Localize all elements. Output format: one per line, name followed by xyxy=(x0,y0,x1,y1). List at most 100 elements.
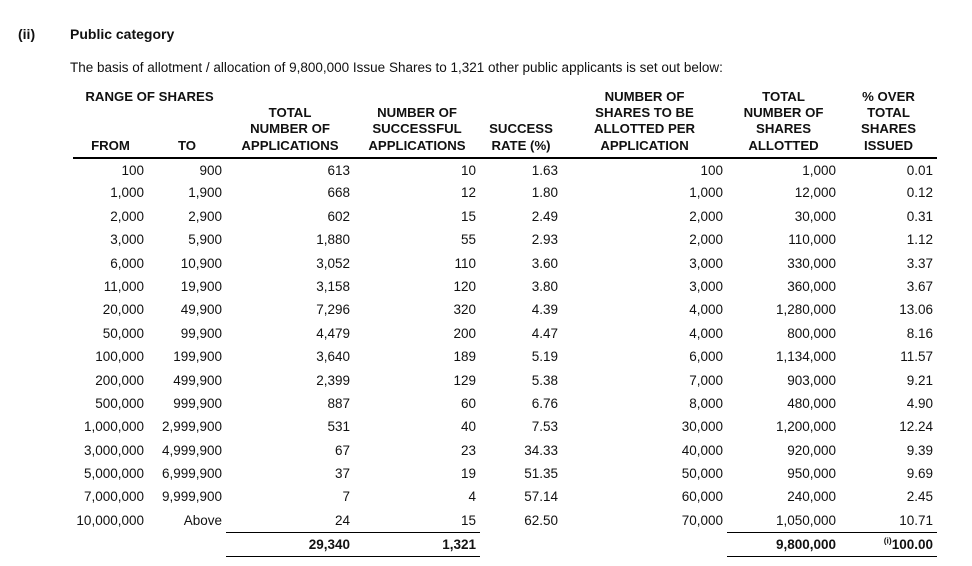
table-cell: 999,900 xyxy=(173,395,223,411)
table-cell: 55 xyxy=(460,232,477,248)
table-cell: 40,000 xyxy=(681,442,724,458)
table-cell: 6,999,900 xyxy=(161,466,223,482)
table-cell: 7,000,000 xyxy=(83,489,144,505)
table-cell: 2.45 xyxy=(906,489,934,505)
table-cell: 3,000 xyxy=(689,255,724,271)
table-cell: 499,900 xyxy=(173,372,223,388)
table-cell: 3.60 xyxy=(531,255,559,271)
table-cell: 19 xyxy=(460,466,477,482)
table-header: RANGE OF SHARES TOTAL NUMBER OF APPLICAT… xyxy=(73,89,938,159)
table-cell: 950,000 xyxy=(787,466,837,482)
table-cell: Above xyxy=(183,512,223,528)
table-cell: 189 xyxy=(453,349,477,365)
table-cell: 2,999,900 xyxy=(161,419,223,435)
table-cell: 1.12 xyxy=(906,232,934,248)
total-successful-applications-value: 1,321 xyxy=(354,531,481,557)
header-from: FROM xyxy=(73,122,148,159)
section-header: (ii) Public category xyxy=(0,0,972,42)
table-cell: 2,000 xyxy=(110,208,144,224)
table-cell: 800,000 xyxy=(787,325,837,341)
header-success-rate: SUCCESS RATE (%) xyxy=(480,89,563,159)
table-cell: 30,000 xyxy=(681,419,724,435)
header-row-group: RANGE OF SHARES TOTAL NUMBER OF APPLICAT… xyxy=(73,89,938,159)
table-cell: 360,000 xyxy=(787,278,837,294)
table-cell: 9.21 xyxy=(906,372,934,388)
table-row: 5,000,000 6,999,900 37 19 51.35 50,000 950,000… xyxy=(73,462,937,485)
table-cell: 10,000,000 xyxy=(76,512,144,528)
table-cell: 60 xyxy=(460,395,477,411)
header-to: TO xyxy=(148,122,227,159)
table-cell: 100,000 xyxy=(95,349,144,365)
table-cell: 2,000 xyxy=(689,232,724,248)
table-cell: 20,000 xyxy=(102,302,144,318)
intro-text: The basis of allotment / allocation of 9… xyxy=(70,60,723,75)
table-cell: 37 xyxy=(334,466,351,482)
totals-row: 29,340 1,321 9,800,000 (i)100.00 xyxy=(73,531,938,557)
section-title: Public category xyxy=(70,26,175,42)
table-cell: 1,200,000 xyxy=(775,419,837,435)
table-cell: 4.39 xyxy=(531,302,559,318)
table-row: 2,000 2,900 602 15 2.49 2,000 30,000 0.31 xyxy=(73,205,937,228)
table-row: 7,000,000 9,999,900 7 4 57.14 60,000 240,000 2.… xyxy=(73,485,937,508)
table-cell: 8.16 xyxy=(906,325,934,341)
table-row: 500,000 999,900 887 60 6.76 8,000 480,000 4.90 xyxy=(73,392,937,415)
table-cell: 12.24 xyxy=(899,419,934,435)
table-cell: 3,158 xyxy=(316,278,351,294)
total-percent-value: (i)100.00 xyxy=(840,531,938,557)
allotment-table: RANGE OF SHARES TOTAL NUMBER OF APPLICAT… xyxy=(73,89,938,557)
table-cell: 9.39 xyxy=(906,442,934,458)
table-row: 20,000 49,900 7,296 320 4.39 4,000 1,280,000 13… xyxy=(73,298,937,321)
table-cell: 51.35 xyxy=(524,466,559,482)
table-cell: 2,000 xyxy=(689,208,724,224)
table-cell: 15 xyxy=(460,208,477,224)
table-cell: 100 xyxy=(121,162,144,178)
table-cell: 10.71 xyxy=(899,512,934,528)
table-cell: 6.76 xyxy=(531,395,559,411)
table-cell: 5.19 xyxy=(531,349,559,365)
table-cell: 3,000,000 xyxy=(83,442,144,458)
table-cell: 7,296 xyxy=(316,302,351,318)
table-row: 3,000,000 4,999,900 67 23 34.33 40,000 920,000… xyxy=(73,439,937,462)
table-cell: 30,000 xyxy=(794,208,837,224)
table-cell: 6,000 xyxy=(689,349,724,365)
table-cell: 9,999,900 xyxy=(161,489,223,505)
table-cell: 1,050,000 xyxy=(775,512,837,528)
table-cell: 34.33 xyxy=(524,442,559,458)
table-cell: 57.14 xyxy=(524,489,559,505)
table-cell: 23 xyxy=(460,442,477,458)
table-cell xyxy=(148,532,226,556)
table-totals: 29,340 1,321 9,800,000 (i)100.00 xyxy=(73,531,938,557)
table-cell: 5.38 xyxy=(531,372,559,388)
table-cell: 602 xyxy=(327,208,351,224)
header-percent-over-issued: % OVER TOTAL SHARES ISSUED xyxy=(840,89,938,159)
table-cell xyxy=(480,532,562,556)
footnote-reference: (i) xyxy=(883,535,892,546)
table-cell: 15 xyxy=(460,512,477,528)
section-marker: (ii) xyxy=(18,26,36,42)
table-cell: 1,880 xyxy=(316,232,351,248)
table-cell: 3,640 xyxy=(316,349,351,365)
table-cell: 100 xyxy=(700,162,724,178)
table-cell: 49,900 xyxy=(180,302,223,318)
table-cell xyxy=(73,532,148,556)
table-row: 1,000,000 2,999,900 531 40 7.53 30,000 1,200,0… xyxy=(73,415,937,438)
table-cell: 10 xyxy=(460,162,477,178)
table-cell: 0.01 xyxy=(906,162,934,178)
table-cell: 13.06 xyxy=(899,302,934,318)
total-shares-allotted-value: 9,800,000 xyxy=(727,531,841,557)
table-cell xyxy=(562,532,727,556)
table-cell: 531 xyxy=(327,419,351,435)
header-successful-applications: NUMBER OF SUCCESSFUL APPLICATIONS xyxy=(354,89,481,159)
table-cell: 7,000 xyxy=(689,372,724,388)
total-applications-value: 29,340 xyxy=(226,531,355,557)
table-cell: 67 xyxy=(334,442,351,458)
table-cell: 110,000 xyxy=(788,232,837,248)
table-cell: 60,000 xyxy=(681,489,724,505)
table-cell: 330,000 xyxy=(787,255,837,271)
table-row: 1,000 1,900 668 12 1.80 1,000 12,000 0.12 xyxy=(73,181,937,204)
table-cell: 5,000,000 xyxy=(83,466,144,482)
total-percent-text: 100.00 xyxy=(891,536,934,552)
table-cell: 7.53 xyxy=(531,419,559,435)
table-cell: 900 xyxy=(199,162,223,178)
table-cell: 24 xyxy=(334,512,351,528)
